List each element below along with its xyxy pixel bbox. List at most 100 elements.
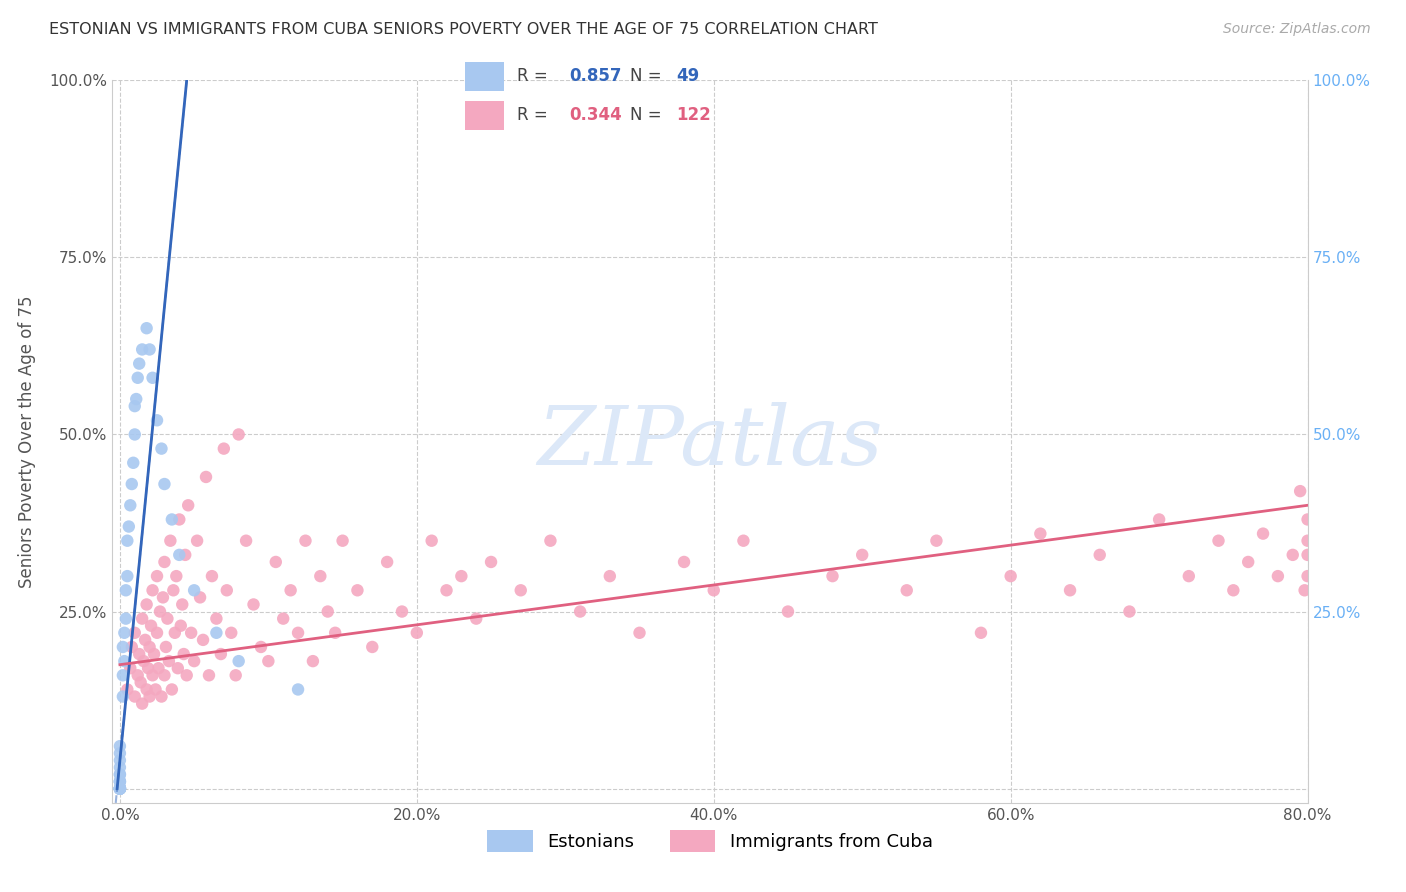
- Point: [1294, 583, 1316, 598]
- Point: [138, 343, 160, 357]
- Point: [143, 647, 166, 661]
- Point: [287, 625, 309, 640]
- Point: [391, 605, 413, 619]
- Point: [108, 781, 131, 796]
- Point: [228, 427, 250, 442]
- Point: [125, 392, 148, 406]
- Point: [108, 746, 131, 760]
- Point: [142, 583, 165, 598]
- Point: [186, 533, 208, 548]
- Point: [1296, 512, 1319, 526]
- Point: [134, 632, 156, 647]
- Point: [152, 591, 174, 605]
- Point: [1178, 569, 1201, 583]
- Point: [172, 598, 194, 612]
- Point: [170, 618, 193, 632]
- Point: [124, 625, 146, 640]
- Point: [124, 427, 146, 442]
- Point: [117, 533, 139, 548]
- Point: [183, 654, 205, 668]
- Point: [733, 533, 755, 548]
- Point: [294, 533, 316, 548]
- Point: [703, 583, 725, 598]
- Point: [121, 640, 143, 654]
- Point: [120, 661, 142, 675]
- Point: [1251, 526, 1274, 541]
- Point: [361, 640, 384, 654]
- Point: [271, 612, 294, 626]
- Point: [169, 548, 191, 562]
- Point: [450, 569, 472, 583]
- Point: [142, 371, 165, 385]
- Point: [124, 690, 146, 704]
- Point: [124, 399, 146, 413]
- Point: [188, 591, 211, 605]
- Text: N =: N =: [630, 106, 666, 124]
- Point: [111, 690, 134, 704]
- Point: [1237, 555, 1260, 569]
- Point: [250, 640, 273, 654]
- Text: 122: 122: [676, 106, 711, 124]
- Point: [128, 357, 150, 371]
- Point: [925, 533, 948, 548]
- Point: [157, 654, 180, 668]
- Point: [135, 321, 157, 335]
- FancyBboxPatch shape: [465, 101, 503, 130]
- Point: [131, 343, 153, 357]
- Point: [821, 569, 844, 583]
- Point: [112, 654, 135, 668]
- Point: [127, 668, 149, 682]
- Point: [108, 767, 131, 781]
- Point: [242, 598, 264, 612]
- Point: [323, 625, 346, 640]
- Point: [150, 442, 173, 456]
- Point: [135, 682, 157, 697]
- Point: [1059, 583, 1081, 598]
- Point: [1296, 533, 1319, 548]
- Point: [132, 654, 155, 668]
- Point: [173, 647, 195, 661]
- Point: [205, 612, 228, 626]
- Point: [108, 781, 131, 796]
- Point: [108, 767, 131, 781]
- Point: [599, 569, 621, 583]
- Point: [153, 668, 176, 682]
- Point: [215, 583, 238, 598]
- Point: [108, 781, 131, 796]
- Point: [1281, 548, 1303, 562]
- Point: [309, 569, 332, 583]
- Point: [332, 533, 354, 548]
- Point: [569, 605, 592, 619]
- Point: [405, 625, 427, 640]
- Point: [280, 583, 302, 598]
- Point: [120, 498, 142, 512]
- Point: [219, 625, 242, 640]
- Point: [108, 781, 131, 796]
- Text: 49: 49: [676, 68, 700, 86]
- Point: [479, 555, 502, 569]
- Point: [225, 668, 247, 682]
- Point: [142, 668, 165, 682]
- Point: [108, 760, 131, 774]
- Text: ESTONIAN VS IMMIGRANTS FROM CUBA SENIORS POVERTY OVER THE AGE OF 75 CORRELATION : ESTONIAN VS IMMIGRANTS FROM CUBA SENIORS…: [49, 22, 879, 37]
- Text: Source: ZipAtlas.com: Source: ZipAtlas.com: [1223, 22, 1371, 37]
- Text: R =: R =: [517, 106, 554, 124]
- Point: [165, 569, 187, 583]
- Point: [108, 774, 131, 789]
- Point: [160, 512, 183, 526]
- Point: [235, 533, 257, 548]
- Point: [970, 625, 993, 640]
- Point: [420, 533, 443, 548]
- Point: [111, 640, 134, 654]
- Point: [148, 661, 170, 675]
- Point: [108, 781, 131, 796]
- Point: [138, 640, 160, 654]
- Point: [117, 569, 139, 583]
- Point: [128, 647, 150, 661]
- Point: [195, 470, 218, 484]
- Point: [138, 690, 160, 704]
- Point: [115, 583, 138, 598]
- Point: [257, 654, 280, 668]
- Point: [117, 682, 139, 697]
- FancyBboxPatch shape: [465, 62, 503, 91]
